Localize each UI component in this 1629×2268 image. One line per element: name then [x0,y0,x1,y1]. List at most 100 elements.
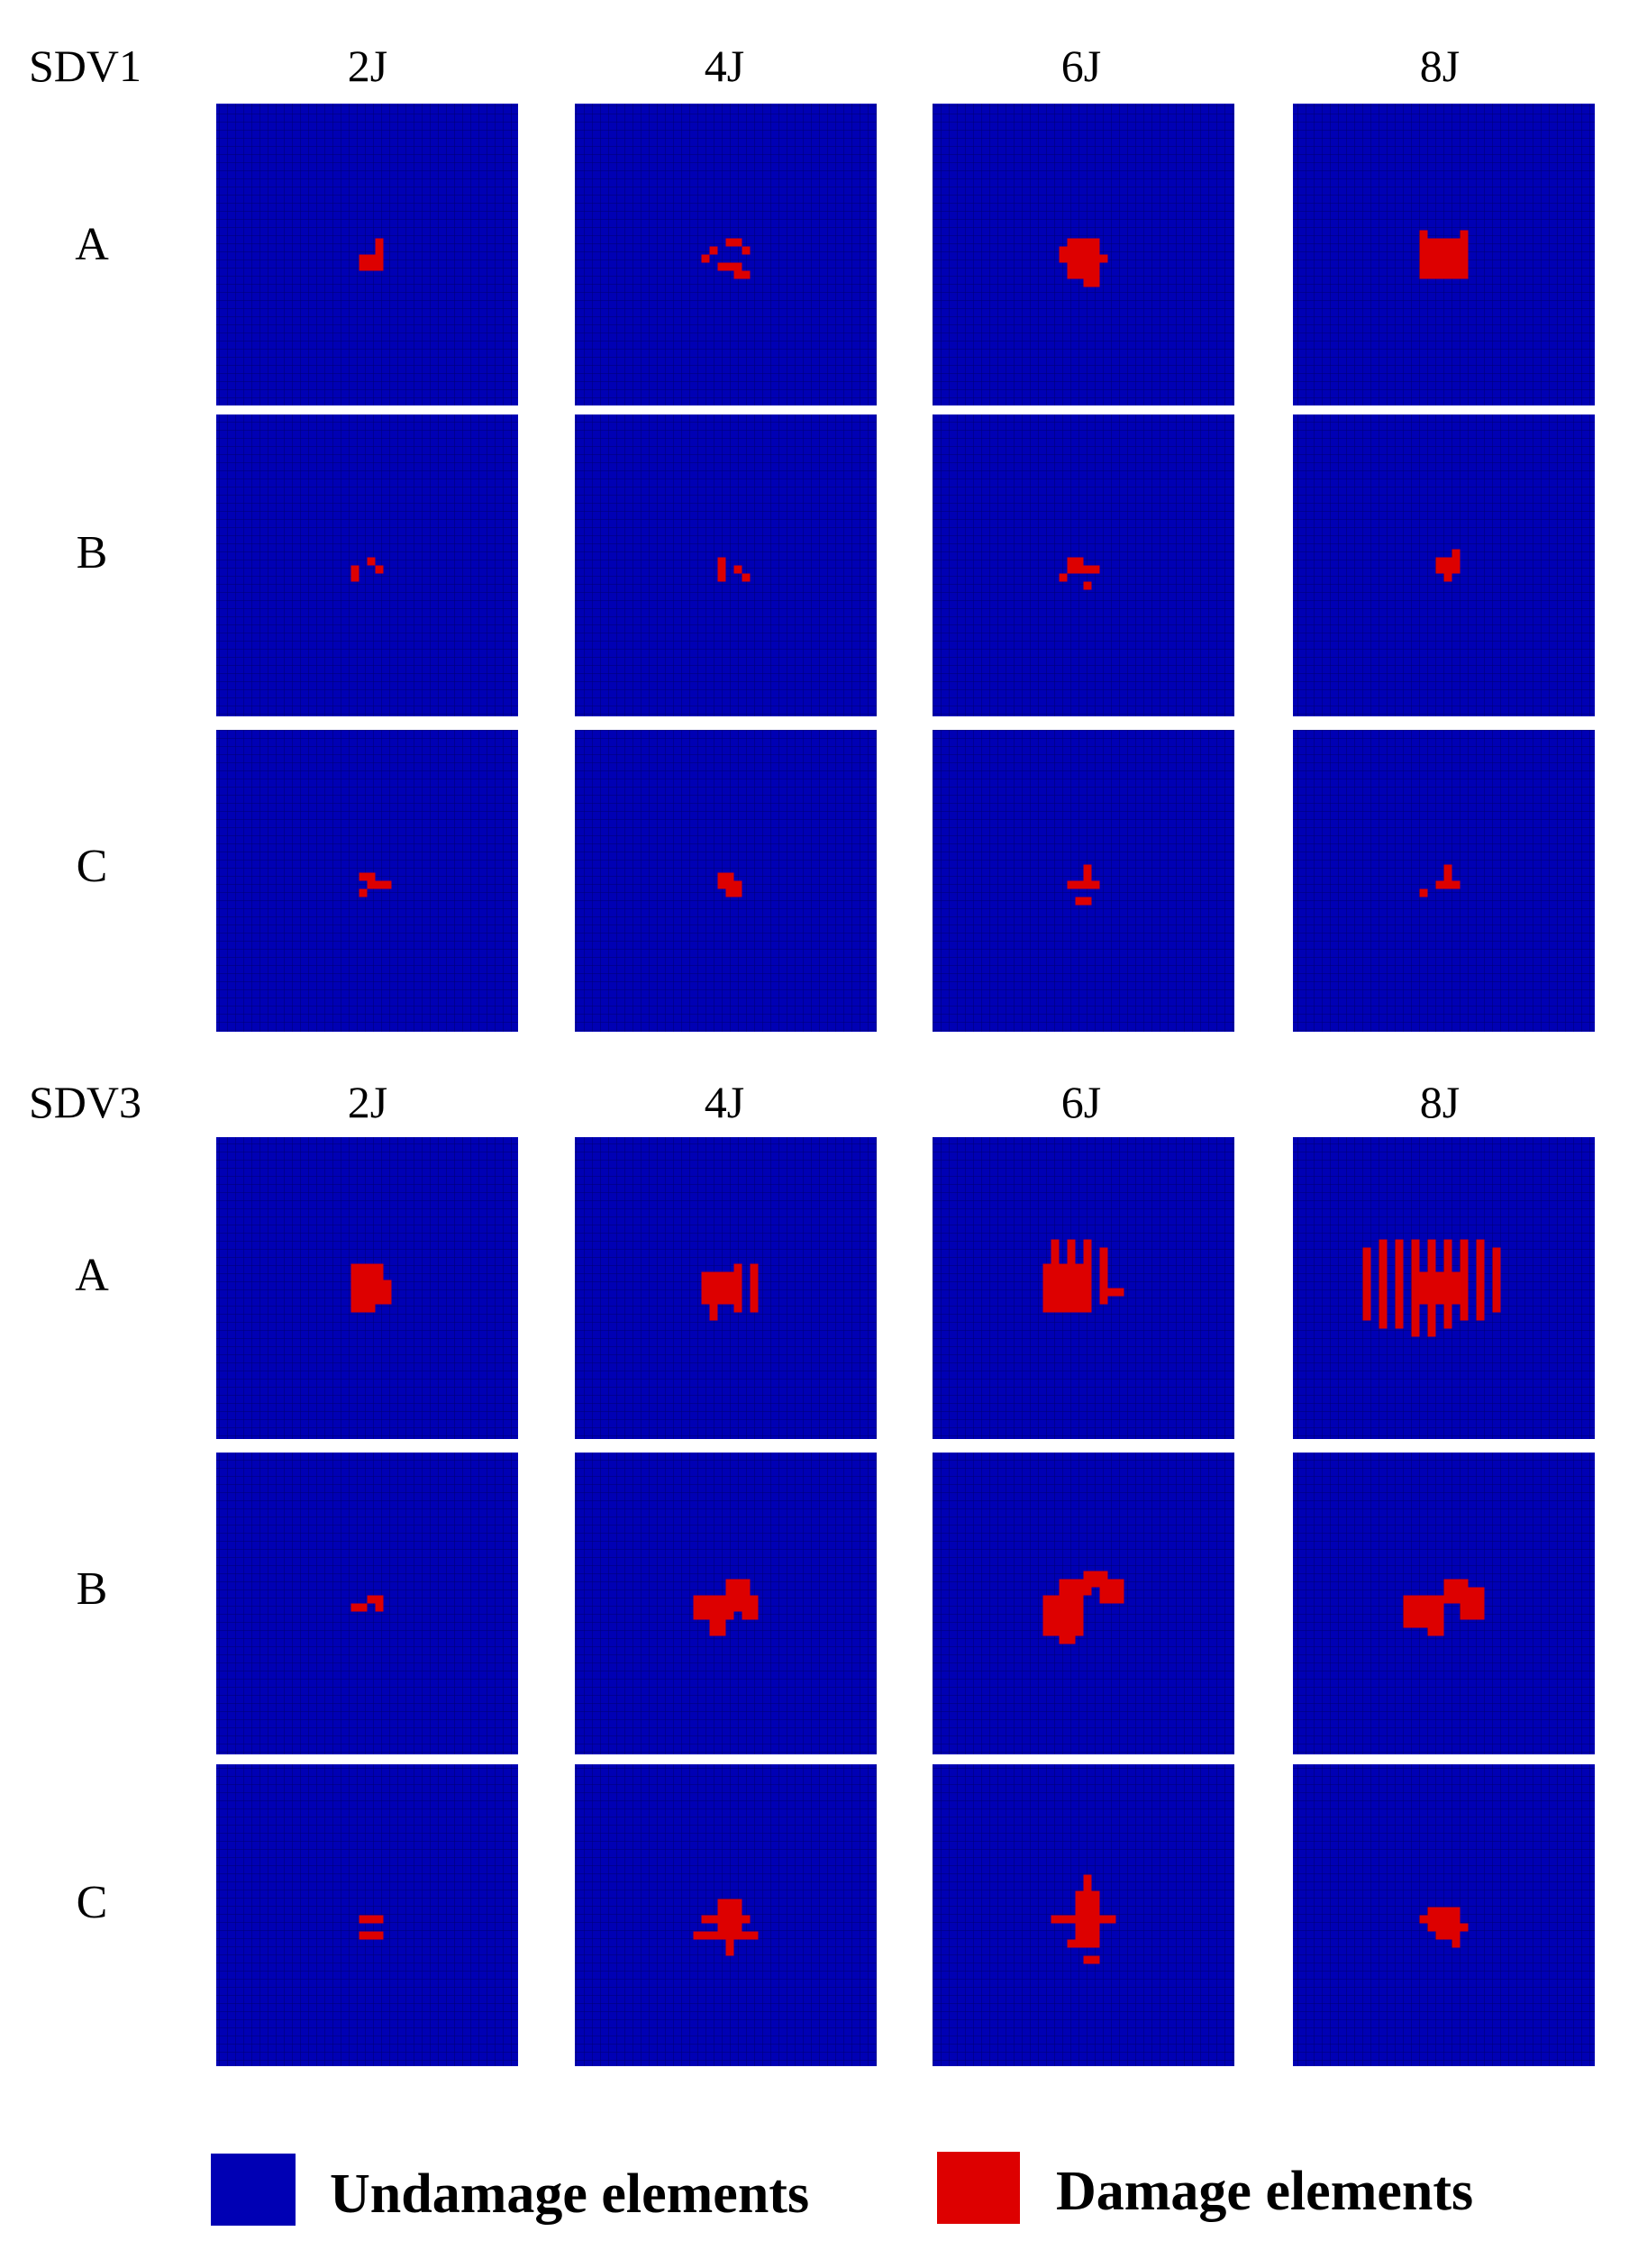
damage-cluster [375,1263,384,1305]
damage-cluster [1427,238,1461,279]
section-label-sdv1: SDV1 [29,41,141,91]
damage-cluster [1083,1955,1100,1964]
damage-cluster [1083,565,1100,574]
damage-cluster [375,238,384,263]
damage-cluster [1379,1239,1388,1329]
damage-cluster [1099,1579,1124,1604]
column-header-4j: 4J [705,1077,744,1127]
damage-cluster [359,1915,384,1924]
damage-cluster [1443,864,1452,881]
column-header-2j: 2J [348,41,387,91]
damage-cluster [1075,897,1092,906]
mesh-panel [575,104,877,405]
damage-cluster [725,1939,734,1956]
damage-cluster [1460,230,1469,279]
damage-cluster [1099,254,1108,263]
damage-cluster [742,573,751,582]
damage-cluster [1051,1239,1060,1313]
damage-cluster [693,1931,726,1940]
damage-cluster [383,1280,392,1305]
damage-cluster [1476,1239,1485,1321]
row-label-a: A [75,1250,109,1301]
damage-cluster [733,1931,759,1940]
damage-cluster [1460,1923,1469,1932]
damage-cluster [1492,1247,1501,1313]
legend-damaged-swatch [937,2152,1020,2224]
damage-cluster [1083,864,1092,881]
damage-cluster [1083,1874,1092,1891]
damage-cluster [1059,1627,1076,1644]
damage-cluster [1419,888,1428,897]
damage-cluster [367,557,376,566]
damage-cluster [725,880,742,897]
damage-cluster [1059,246,1068,263]
damage-cluster [1419,1271,1461,1305]
damage-cluster [1452,1939,1461,1948]
damage-cluster [367,880,392,889]
damage-cluster [742,1595,759,1620]
damage-cluster [725,238,742,247]
row-label-a: A [75,219,109,270]
damage-cluster [1435,1931,1461,1940]
column-header-4j: 4J [705,41,744,91]
column-header-6j: 6J [1061,1077,1101,1127]
damage-cluster [1443,573,1452,582]
damage-cluster [1419,1915,1428,1924]
damage-cluster [1075,1890,1100,1940]
row-label-c: C [77,841,108,892]
damage-cluster [717,557,726,582]
damage-cluster [350,1263,376,1313]
damage-cluster [1452,549,1461,558]
damage-cluster [1395,1239,1404,1329]
damage-cluster [367,1595,384,1604]
column-header-6j: 6J [1061,41,1101,91]
damage-cluster [359,872,376,881]
damage-cluster [1362,1247,1371,1321]
damage-cluster [1435,557,1461,574]
damage-cluster [375,1603,384,1612]
damage-cluster [1460,1239,1469,1321]
column-header-8j: 8J [1420,1077,1460,1127]
damage-cluster [1067,880,1100,889]
section-label-sdv3: SDV3 [29,1077,141,1127]
damage-cluster [1427,1907,1461,1932]
damage-cluster [1083,581,1092,590]
damage-cluster [350,1603,368,1612]
damage-cluster [1107,1288,1124,1297]
row-label-c: C [77,1877,108,1928]
damage-cluster [359,888,368,897]
damage-cluster [701,1271,734,1305]
damage-cluster [1083,1239,1092,1313]
damage-cluster [1083,278,1100,287]
damage-cluster [350,565,359,582]
row-label-b: B [77,1563,108,1615]
damage-cluster [1067,557,1084,574]
damage-cluster [1427,1619,1444,1636]
damage-cluster [733,270,751,279]
damage-cluster [750,1263,759,1313]
damage-cluster [375,565,384,574]
damage-cluster [733,1263,742,1313]
damage-cluster [1435,880,1461,889]
damage-cluster [359,1931,384,1940]
damage-cluster [709,1619,726,1636]
damage-cluster [1419,230,1428,279]
damage-cluster [733,565,742,574]
column-header-8j: 8J [1420,41,1460,91]
legend-damaged-label: Damage elements [1056,2161,1473,2222]
damage-cluster [1411,1239,1420,1337]
damage-cluster [1067,1239,1076,1313]
column-header-2j: 2J [348,1077,387,1127]
legend-undamaged-label: Undamage elements [330,2163,809,2225]
legend-undamaged-swatch [211,2154,296,2226]
damage-cluster [742,246,751,255]
damage-cluster [701,254,710,263]
damage-cluster [709,246,718,255]
damage-cluster [1067,1939,1100,1948]
row-label-b: B [77,527,108,578]
damage-cluster [1067,238,1100,279]
damage-cluster [717,262,742,271]
damage-cluster [1059,573,1068,582]
damage-cluster [1460,1587,1485,1620]
